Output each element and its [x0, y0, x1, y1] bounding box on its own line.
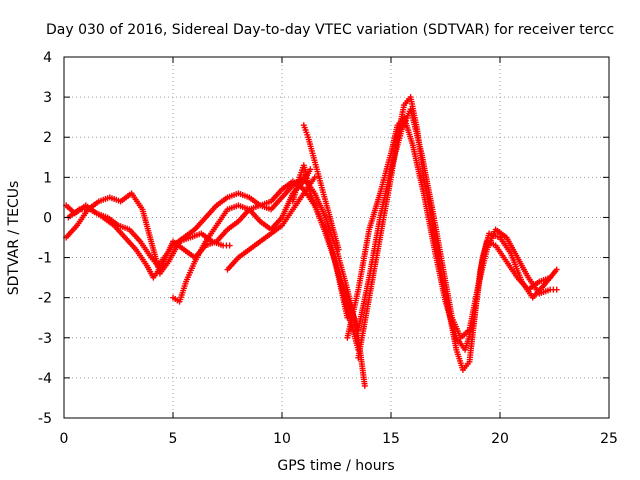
- data-point: [307, 166, 314, 173]
- y-tick-label: -3: [38, 331, 52, 347]
- y-tick-label: 2: [43, 130, 52, 146]
- chart-title: Day 030 of 2016, Sidereal Day-to-day VTE…: [46, 22, 614, 38]
- x-tick-label: 0: [60, 431, 69, 447]
- y-axis-title: SDTVAR / TECUs: [6, 181, 22, 296]
- data-markers: [63, 94, 560, 389]
- x-tick-label: 10: [273, 431, 291, 447]
- y-tick-label: 0: [43, 210, 52, 226]
- data-point: [361, 382, 368, 389]
- series-sat-track-3: [63, 190, 233, 277]
- y-tick-label: 4: [43, 50, 52, 66]
- plot-frame: [63, 56, 610, 419]
- data-point: [547, 274, 554, 281]
- series-sat-track-10: [333, 106, 560, 341]
- data-point: [311, 174, 318, 181]
- x-tick-label: 15: [382, 431, 400, 447]
- x-axis-title: GPS time / hours: [277, 458, 394, 474]
- series-sat-track-1: [63, 174, 368, 389]
- series-sat-track-7: [300, 122, 342, 253]
- x-tick-label: 5: [169, 431, 178, 447]
- y-tick-label: -1: [38, 251, 52, 267]
- y-axis-ticks: -5 -4 -3 -2 -1 0 1 2 3 4: [38, 50, 609, 427]
- series-sat-track-5: [224, 174, 318, 273]
- y-tick-label: -2: [38, 291, 52, 307]
- x-axis-ticks: 0 5 10 15 20 25: [60, 57, 618, 447]
- data-point: [553, 286, 560, 293]
- series-sat-track-4: [170, 166, 314, 305]
- y-tick-label: -4: [38, 371, 52, 387]
- x-tick-label: 20: [491, 431, 509, 447]
- data-point: [553, 266, 560, 273]
- y-tick-label: 1: [43, 170, 52, 186]
- data-point: [226, 242, 233, 249]
- grid: [64, 57, 609, 418]
- y-tick-label: 3: [43, 90, 52, 106]
- x-tick-label: 25: [600, 431, 618, 447]
- data-point: [335, 246, 342, 253]
- y-tick-label: -5: [38, 411, 52, 427]
